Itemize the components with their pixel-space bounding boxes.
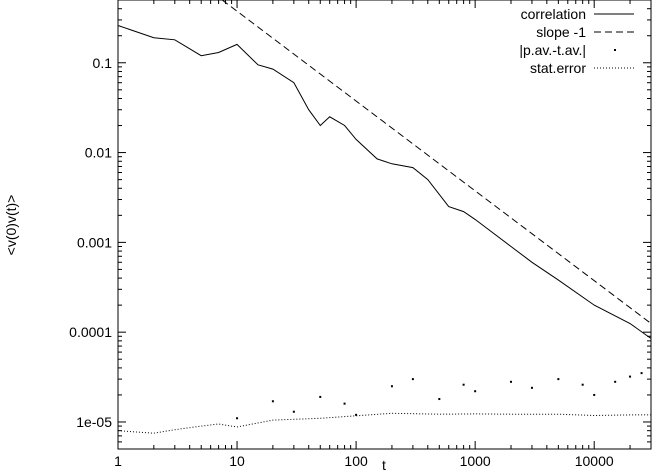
- data-point: [593, 393, 596, 396]
- data-point: [319, 395, 322, 398]
- series-1: [221, 0, 652, 324]
- legend-label: stat.error: [530, 60, 586, 76]
- legend-swatch: [614, 49, 616, 51]
- data-point: [614, 380, 617, 383]
- data-point: [343, 402, 346, 405]
- y-tick-label: 1e-05: [76, 414, 112, 430]
- x-axis-ticks: 1 10 100 1000 10000: [114, 0, 652, 469]
- data-point: [557, 378, 560, 381]
- series-3: [117, 412, 651, 434]
- y-tick-label: 0.001: [77, 234, 112, 250]
- legend-label: |p.av.-t.av.|: [519, 42, 586, 58]
- legend-label: correlation: [521, 6, 586, 22]
- data-point: [355, 413, 358, 416]
- series-2: [236, 372, 643, 420]
- x-tick-label: 100: [344, 453, 368, 469]
- data-point: [629, 375, 632, 378]
- y-tick-label: 0.1: [93, 55, 113, 71]
- data-point: [509, 380, 512, 383]
- data-point: [462, 383, 465, 386]
- series-layer: [117, 0, 652, 434]
- data-point: [292, 410, 295, 413]
- data-point: [271, 400, 274, 403]
- y-axis-label: <v(0)v(t)>: [3, 195, 19, 256]
- legend-label: slope -1: [536, 24, 586, 40]
- data-point: [530, 386, 533, 389]
- y-axis-ticks: 0.1 0.01 0.001 0.0001 1e-05: [69, 0, 651, 443]
- data-point: [581, 383, 584, 386]
- data-point: [438, 398, 441, 401]
- series-line: [117, 25, 652, 339]
- x-tick-label: 10: [229, 453, 245, 469]
- x-axis-label: t: [382, 457, 386, 472]
- series-line: [117, 412, 651, 434]
- series-line: [221, 0, 652, 324]
- plot-frame: [117, 0, 652, 450]
- x-tick-label: 1000: [460, 453, 491, 469]
- y-tick-label: 0.01: [85, 145, 112, 161]
- data-point: [474, 390, 477, 393]
- data-point: [411, 378, 414, 381]
- data-point: [236, 417, 239, 420]
- data-point: [390, 385, 393, 388]
- series-0: [117, 25, 652, 339]
- legend: correlation slope -1 |p.av.-t.av.| stat.err…: [519, 6, 634, 76]
- x-tick-label: 1: [114, 453, 122, 469]
- y-tick-label: 0.0001: [69, 324, 112, 340]
- x-tick-label: 10000: [575, 453, 614, 469]
- data-point: [640, 372, 643, 375]
